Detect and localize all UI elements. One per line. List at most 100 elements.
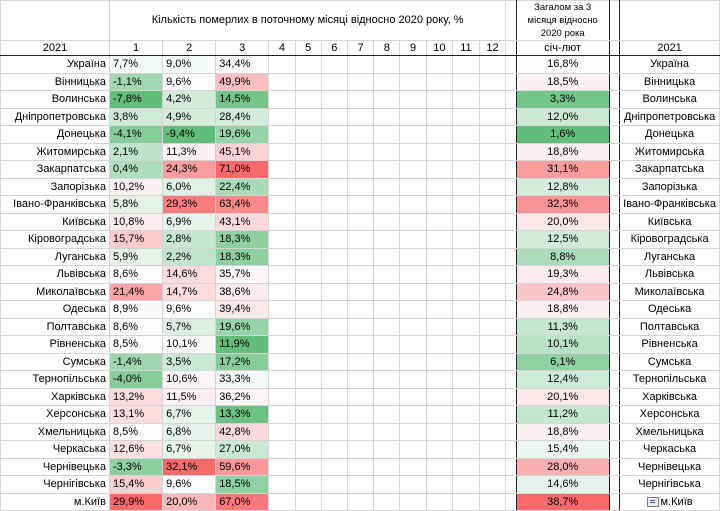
month-12-empty bbox=[478, 282, 507, 301]
region-name-right: Київська bbox=[619, 212, 720, 231]
region-name-right: Черкаська bbox=[619, 440, 720, 459]
paste-options-icon[interactable] bbox=[646, 496, 659, 507]
separator-cell bbox=[505, 195, 517, 214]
month-6-empty bbox=[320, 405, 348, 424]
month-7-empty bbox=[346, 457, 375, 476]
month-12-empty bbox=[478, 90, 507, 109]
month-12-empty bbox=[478, 177, 507, 196]
month-8-empty bbox=[373, 352, 401, 371]
month-1-value: 8,9% bbox=[108, 300, 164, 319]
month-7-empty bbox=[346, 195, 375, 214]
month-11-empty bbox=[452, 212, 480, 231]
month-header-8: 8 bbox=[373, 40, 401, 56]
month-4-empty bbox=[268, 317, 296, 336]
region-name: Житомирська bbox=[0, 142, 110, 161]
month-1-value: -4,1% bbox=[108, 125, 164, 144]
region-name-right-label: Черкаська bbox=[642, 443, 697, 455]
table-row: Запорізька 10,2% 6,0% 22,4% 12,8% Запорізька bbox=[0, 177, 720, 196]
region-name-right-label: Сумська bbox=[647, 355, 692, 368]
region-name-right: Хмельницька bbox=[619, 422, 720, 441]
separator-cell bbox=[608, 352, 621, 371]
total-value: 3,3% bbox=[515, 90, 610, 109]
month-9-empty bbox=[399, 160, 427, 179]
region-name-right: Чернігівська bbox=[619, 475, 720, 494]
table-row: Луганська 5,9% 2,2% 18,3% 8,8% Луганська bbox=[0, 247, 720, 266]
month-5-empty bbox=[294, 212, 322, 231]
month-4-empty bbox=[268, 142, 296, 161]
month-6-empty bbox=[320, 125, 348, 144]
month-10-empty bbox=[425, 300, 454, 319]
month-3-value: 42,8% bbox=[215, 422, 270, 441]
header-blank-cell bbox=[0, 0, 110, 41]
region-name-right: Рівненська bbox=[619, 335, 720, 354]
month-12-empty bbox=[478, 125, 507, 144]
month-2-value: 6,9% bbox=[162, 212, 217, 231]
month-11-empty bbox=[452, 107, 480, 126]
month-10-empty bbox=[425, 317, 454, 336]
month-10-empty bbox=[425, 177, 454, 196]
region-name: Сумська bbox=[0, 352, 110, 371]
month-8-empty bbox=[373, 370, 401, 389]
month-4-empty bbox=[268, 195, 296, 214]
separator-cell bbox=[608, 300, 621, 319]
month-4-empty bbox=[268, 55, 296, 74]
month-1-value: 8,6% bbox=[108, 317, 164, 336]
month-8-empty bbox=[373, 492, 401, 511]
month-10-empty bbox=[425, 230, 454, 249]
month-9-empty bbox=[399, 282, 427, 301]
month-6-empty bbox=[320, 72, 348, 91]
separator-cell bbox=[608, 40, 621, 56]
month-6-empty bbox=[320, 422, 348, 441]
month-3-value: 18,3% bbox=[215, 230, 270, 249]
separator-cell bbox=[505, 40, 517, 56]
separator-cell bbox=[505, 282, 517, 301]
month-9-empty bbox=[399, 230, 427, 249]
month-2-value: 32,1% bbox=[162, 457, 217, 476]
month-2-value: 6,7% bbox=[162, 440, 217, 459]
separator-cell bbox=[608, 370, 621, 389]
month-5-empty bbox=[294, 247, 322, 266]
month-8-empty bbox=[373, 335, 401, 354]
month-6-empty bbox=[320, 265, 348, 284]
month-8-empty bbox=[373, 300, 401, 319]
separator-cell bbox=[505, 0, 517, 41]
month-6-empty bbox=[320, 440, 348, 459]
region-name: Чернігівська bbox=[0, 475, 110, 494]
month-6-empty bbox=[320, 195, 348, 214]
separator-cell bbox=[608, 247, 621, 266]
month-6-empty bbox=[320, 177, 348, 196]
separator-cell bbox=[608, 405, 621, 424]
month-4-empty bbox=[268, 230, 296, 249]
month-10-empty bbox=[425, 387, 454, 406]
month-7-empty bbox=[346, 282, 375, 301]
separator-cell bbox=[608, 55, 621, 74]
month-3-value: 45,1% bbox=[215, 142, 270, 161]
month-1-value: 2,1% bbox=[108, 142, 164, 161]
separator-cell bbox=[505, 475, 517, 494]
total-value: 38,7% bbox=[515, 492, 610, 511]
month-header-4: 4 bbox=[268, 40, 296, 56]
separator-cell bbox=[505, 247, 517, 266]
table-row: Хмельницька 8,5% 6,8% 42,8% 18,8% Хмельницька bbox=[0, 422, 720, 441]
month-2-value: 6,7% bbox=[162, 405, 217, 424]
month-10-empty bbox=[425, 282, 454, 301]
region-name: Луганська bbox=[0, 247, 110, 266]
month-6-empty bbox=[320, 492, 348, 511]
separator-cell bbox=[505, 142, 517, 161]
month-10-empty bbox=[425, 335, 454, 354]
month-3-value: 35,7% bbox=[215, 265, 270, 284]
month-12-empty bbox=[478, 457, 507, 476]
region-name: Рівненська bbox=[0, 335, 110, 354]
month-10-empty bbox=[425, 352, 454, 371]
month-5-empty bbox=[294, 230, 322, 249]
separator-cell bbox=[608, 90, 621, 109]
month-6-empty bbox=[320, 282, 348, 301]
month-3-value: 38,6% bbox=[215, 282, 270, 301]
month-2-value: 10,6% bbox=[162, 370, 217, 389]
month-10-empty bbox=[425, 422, 454, 441]
region-name-right: Львівська bbox=[619, 265, 720, 284]
month-9-empty bbox=[399, 335, 427, 354]
separator-cell bbox=[505, 125, 517, 144]
table-row: Київська 10,8% 6,9% 43,1% 20,0% Київська bbox=[0, 212, 720, 231]
